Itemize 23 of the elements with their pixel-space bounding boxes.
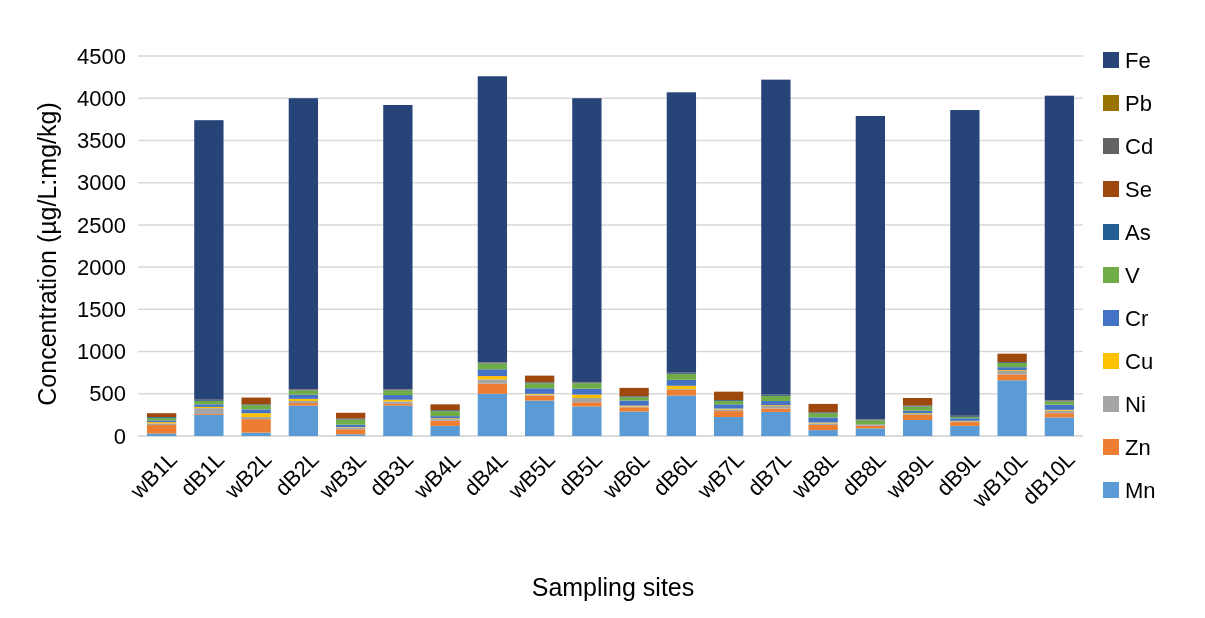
- legend-label: Se: [1125, 176, 1152, 202]
- y-tick-label: 2500: [77, 212, 126, 238]
- y-tick-label: 500: [89, 381, 126, 407]
- x-axis-title: Sampling sites: [531, 573, 695, 601]
- legend-label: Mn: [1125, 477, 1156, 503]
- y-axis-title: Concentration (µg/L:mg/kg): [33, 102, 61, 406]
- y-tick-label: 2000: [77, 254, 126, 280]
- legend-label: As: [1125, 219, 1151, 245]
- y-tick-label: 1500: [77, 297, 126, 323]
- y-tick-label: 4500: [77, 43, 126, 69]
- y-tick-label: 3000: [77, 170, 126, 196]
- legend-label: Cr: [1125, 305, 1149, 331]
- y-tick-label: 3500: [77, 128, 126, 154]
- legend-label: V: [1125, 262, 1140, 288]
- y-tick-label: 0: [113, 423, 126, 449]
- legend-label: Fe: [1125, 47, 1151, 73]
- legend-label: Cd: [1125, 133, 1154, 159]
- legend-label: Pb: [1125, 90, 1152, 116]
- y-tick-label: 4000: [77, 85, 126, 111]
- y-tick-label: 1000: [77, 339, 126, 365]
- legend-label: Cu: [1125, 348, 1154, 374]
- legend-label: Ni: [1125, 391, 1146, 417]
- legend-label: Zn: [1125, 434, 1151, 460]
